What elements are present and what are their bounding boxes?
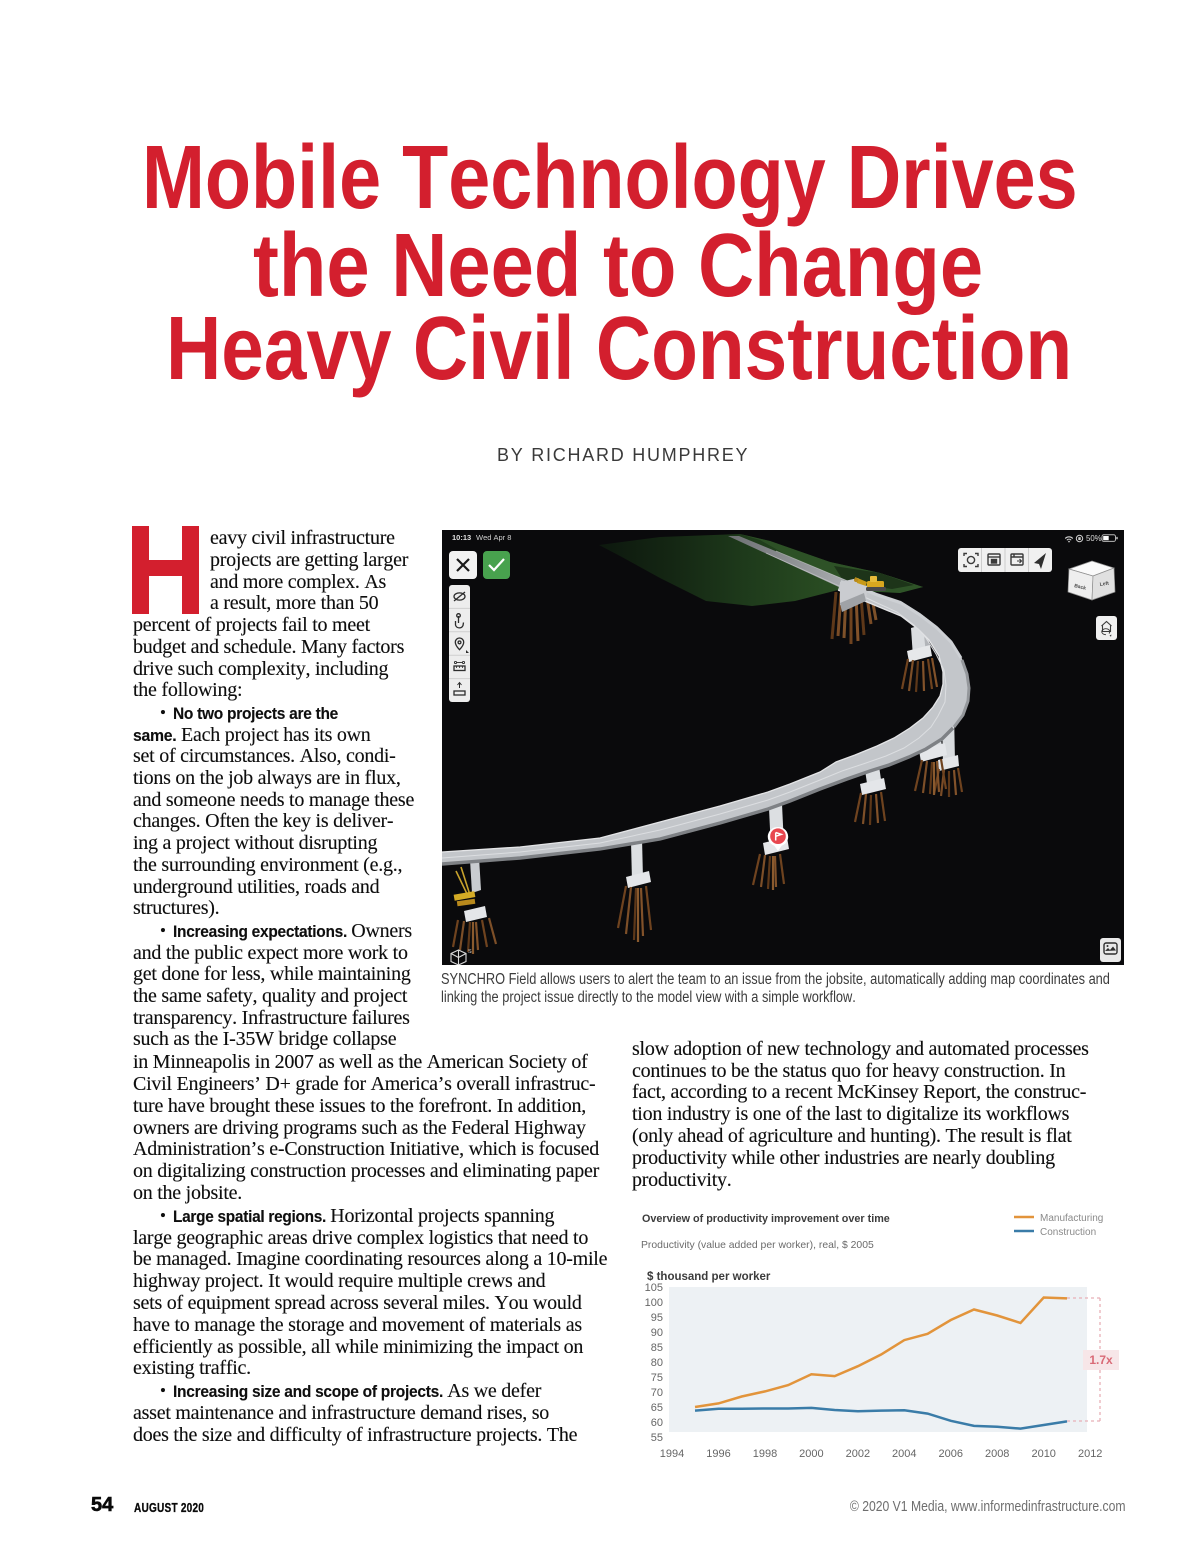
- svg-text:2000: 2000: [799, 1448, 823, 1460]
- svg-text:Manufacturing: Manufacturing: [1040, 1213, 1103, 1224]
- svg-text:Back: Back: [1074, 583, 1087, 592]
- svg-text:2004: 2004: [892, 1448, 916, 1460]
- svg-text:2006: 2006: [939, 1448, 963, 1460]
- svg-text:S: S: [468, 949, 472, 955]
- svg-text:2010: 2010: [1031, 1448, 1055, 1460]
- svg-text:$ thousand per worker: $ thousand per worker: [647, 1271, 771, 1283]
- svg-text:2002: 2002: [846, 1448, 870, 1460]
- svg-text:85: 85: [651, 1342, 663, 1354]
- svg-text:2012: 2012: [1078, 1448, 1102, 1460]
- svg-text:60: 60: [651, 1417, 663, 1429]
- svg-text:1994: 1994: [660, 1448, 684, 1460]
- svg-text:Productivity (value added per: Productivity (value added per worker), r…: [641, 1240, 874, 1251]
- svg-text:Construction: Construction: [1040, 1227, 1096, 1238]
- svg-text:95: 95: [651, 1312, 663, 1324]
- svg-text:Overview of productivity impro: Overview of productivity improvement ove…: [642, 1213, 890, 1225]
- svg-text:65: 65: [651, 1402, 663, 1414]
- svg-text:1996: 1996: [706, 1448, 730, 1460]
- svg-text:100: 100: [645, 1297, 663, 1309]
- svg-text:105: 105: [645, 1282, 663, 1294]
- svg-text:55: 55: [651, 1432, 663, 1444]
- svg-text:75: 75: [651, 1372, 663, 1384]
- svg-text:80: 80: [651, 1357, 663, 1369]
- svg-text:10:13: 10:13: [452, 533, 471, 542]
- svg-text:Wed Apr 8: Wed Apr 8: [476, 533, 511, 542]
- svg-text:Left: Left: [1099, 581, 1109, 588]
- svg-text:1998: 1998: [753, 1448, 777, 1460]
- svg-text:90: 90: [651, 1327, 663, 1339]
- svg-text:70: 70: [651, 1387, 663, 1399]
- svg-text:50%: 50%: [1086, 534, 1102, 543]
- svg-text:1.7x: 1.7x: [1089, 1353, 1113, 1367]
- svg-text:2008: 2008: [985, 1448, 1009, 1460]
